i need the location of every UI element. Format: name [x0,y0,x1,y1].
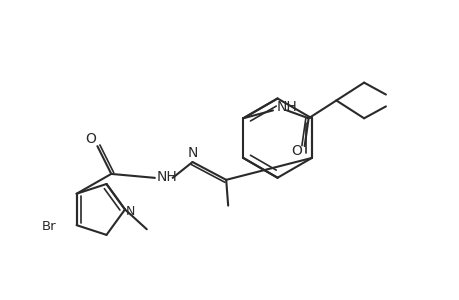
Text: O: O [85,132,95,146]
Text: N: N [126,205,135,218]
Text: NH: NH [276,100,297,114]
Text: NH: NH [157,170,177,184]
Text: Br: Br [42,220,56,233]
Text: N: N [187,146,197,160]
Text: O: O [291,144,302,158]
